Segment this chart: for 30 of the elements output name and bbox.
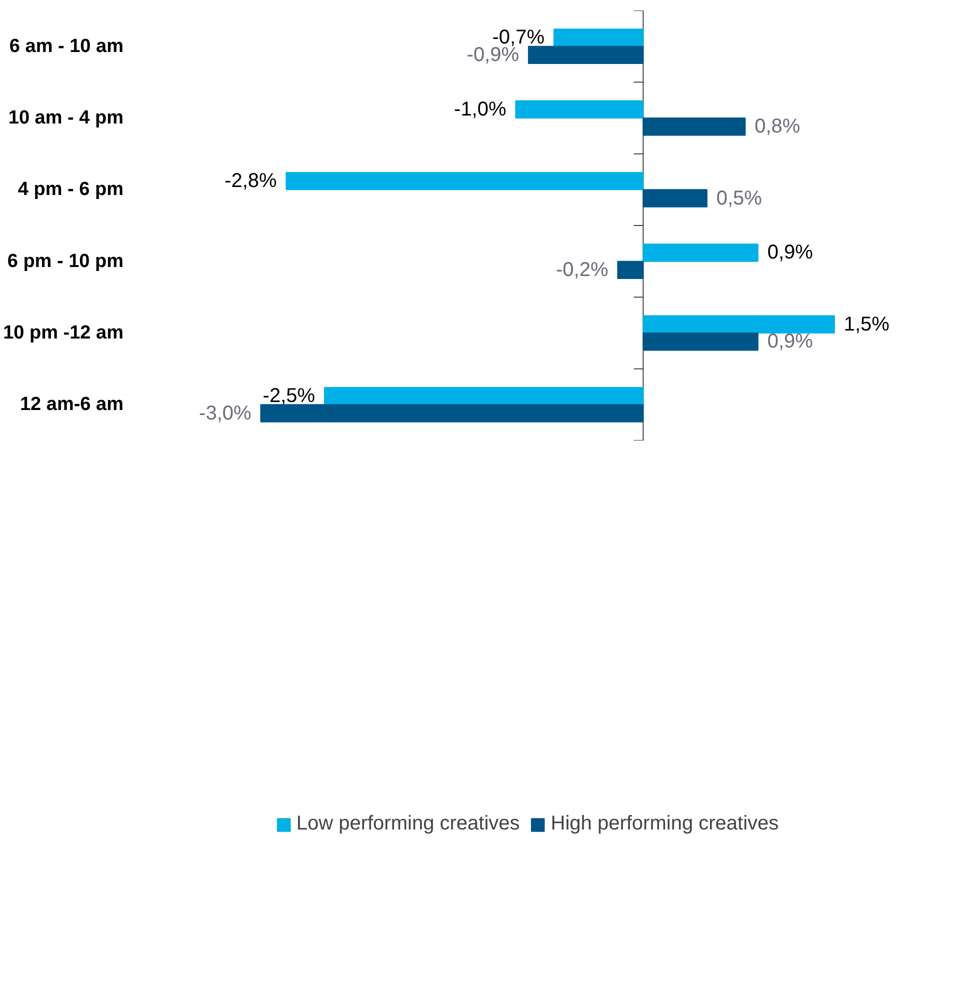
bar <box>642 332 758 351</box>
y-tick-label: 6 am - 10 am <box>9 36 124 57</box>
bar <box>617 260 644 280</box>
y-tick-label: 10 pm -12 am <box>3 322 124 344</box>
y-tick-label: 10 am - 4 pm <box>8 108 124 128</box>
data-label: -1,0% <box>454 98 506 120</box>
bar <box>642 118 746 136</box>
data-label: 0,8% <box>754 116 800 138</box>
bar <box>528 46 644 64</box>
bar <box>515 100 644 118</box>
data-label: 0,9% <box>767 330 814 353</box>
bar <box>553 28 644 47</box>
legend-label: Low performing creatives <box>296 812 520 836</box>
y-tick-label: 4 pm - 6 pm <box>18 179 124 200</box>
data-label: 0,5% <box>716 187 762 210</box>
bar <box>642 315 835 334</box>
bar <box>642 244 758 262</box>
data-label: -3,0% <box>199 402 252 424</box>
legend-label: High performing creatives <box>550 812 779 836</box>
data-label: 1,5% <box>844 313 890 336</box>
data-label: -2,8% <box>224 170 278 192</box>
y-tick-label: 12 am-6 am <box>20 394 124 416</box>
data-label: -0,2% <box>556 258 608 281</box>
data-label: -2,5% <box>262 385 316 408</box>
y-tick-label: 6 pm - 10 pm <box>7 250 124 272</box>
bar <box>286 172 644 190</box>
data-label: 0,9% <box>767 242 814 264</box>
bar <box>260 404 644 422</box>
bar <box>324 386 644 406</box>
bar <box>642 189 708 208</box>
